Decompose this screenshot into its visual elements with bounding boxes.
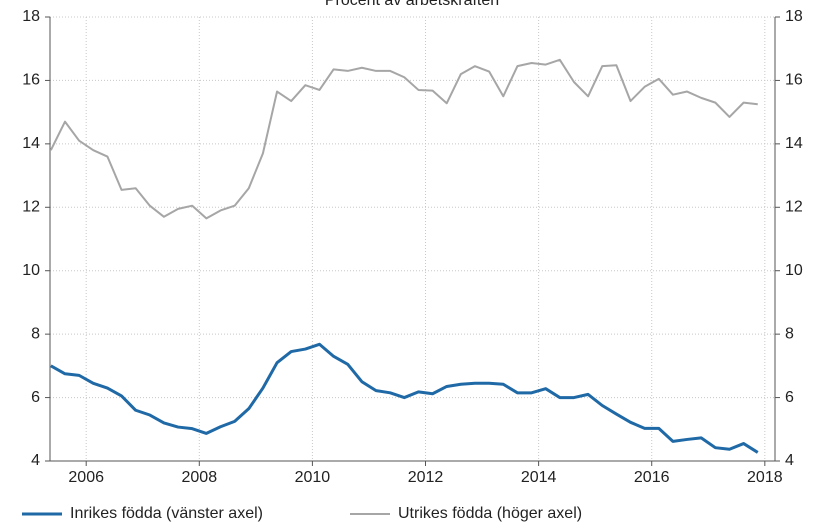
y2-tick-label: 18 bbox=[785, 8, 803, 25]
y-tick-label: 12 bbox=[22, 199, 40, 216]
y-tick-label: 8 bbox=[31, 325, 40, 342]
x-tick-label: 2012 bbox=[408, 469, 444, 486]
y2-tick-label: 10 bbox=[785, 262, 803, 279]
y-tick-label: 16 bbox=[22, 72, 40, 89]
x-tick-label: 2006 bbox=[68, 469, 104, 486]
x-tick-label: 2010 bbox=[295, 469, 331, 486]
x-tick-label: 2014 bbox=[521, 469, 557, 486]
y2-tick-label: 6 bbox=[785, 389, 794, 406]
y2-tick-label: 12 bbox=[785, 199, 803, 216]
series-line bbox=[49, 58, 758, 220]
y2-tick-label: 16 bbox=[785, 72, 803, 89]
y2-tick-label: 14 bbox=[785, 135, 803, 152]
chart-title: Procent av arbetskraften bbox=[325, 0, 499, 9]
y-tick-label: 10 bbox=[22, 262, 40, 279]
y2-tick-label: 4 bbox=[785, 452, 794, 469]
y-tick-label: 6 bbox=[31, 389, 40, 406]
legend-label: Utrikes födda (höger axel) bbox=[398, 505, 582, 522]
y-tick-label: 18 bbox=[22, 8, 40, 25]
series-line bbox=[50, 342, 759, 454]
legend-label: Inrikes födda (vänster axel) bbox=[70, 505, 263, 522]
y-tick-label: 4 bbox=[31, 452, 40, 469]
y-tick-label: 14 bbox=[22, 135, 40, 152]
x-tick-label: 2008 bbox=[182, 469, 218, 486]
y2-tick-label: 8 bbox=[785, 325, 794, 342]
x-tick-label: 2018 bbox=[747, 469, 783, 486]
x-tick-label: 2016 bbox=[634, 469, 670, 486]
